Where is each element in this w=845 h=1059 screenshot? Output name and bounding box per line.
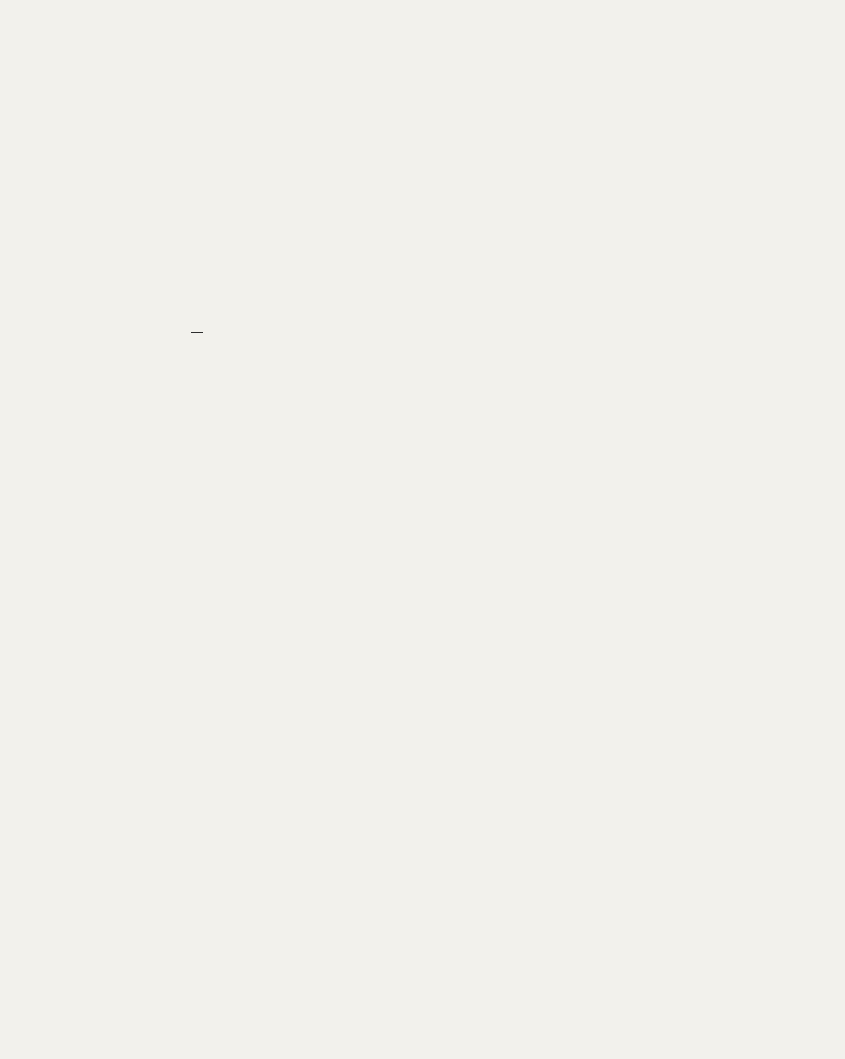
paragraph-5 xyxy=(115,264,745,286)
paragraph-4 xyxy=(115,217,745,239)
equation-numerator xyxy=(191,332,203,333)
equation-fraction xyxy=(191,332,203,333)
paragraph-2 xyxy=(115,124,745,146)
paragraph-3 xyxy=(115,171,745,193)
paragraph-1 xyxy=(115,78,745,100)
document-page xyxy=(0,0,845,1059)
equation-row xyxy=(173,332,745,333)
